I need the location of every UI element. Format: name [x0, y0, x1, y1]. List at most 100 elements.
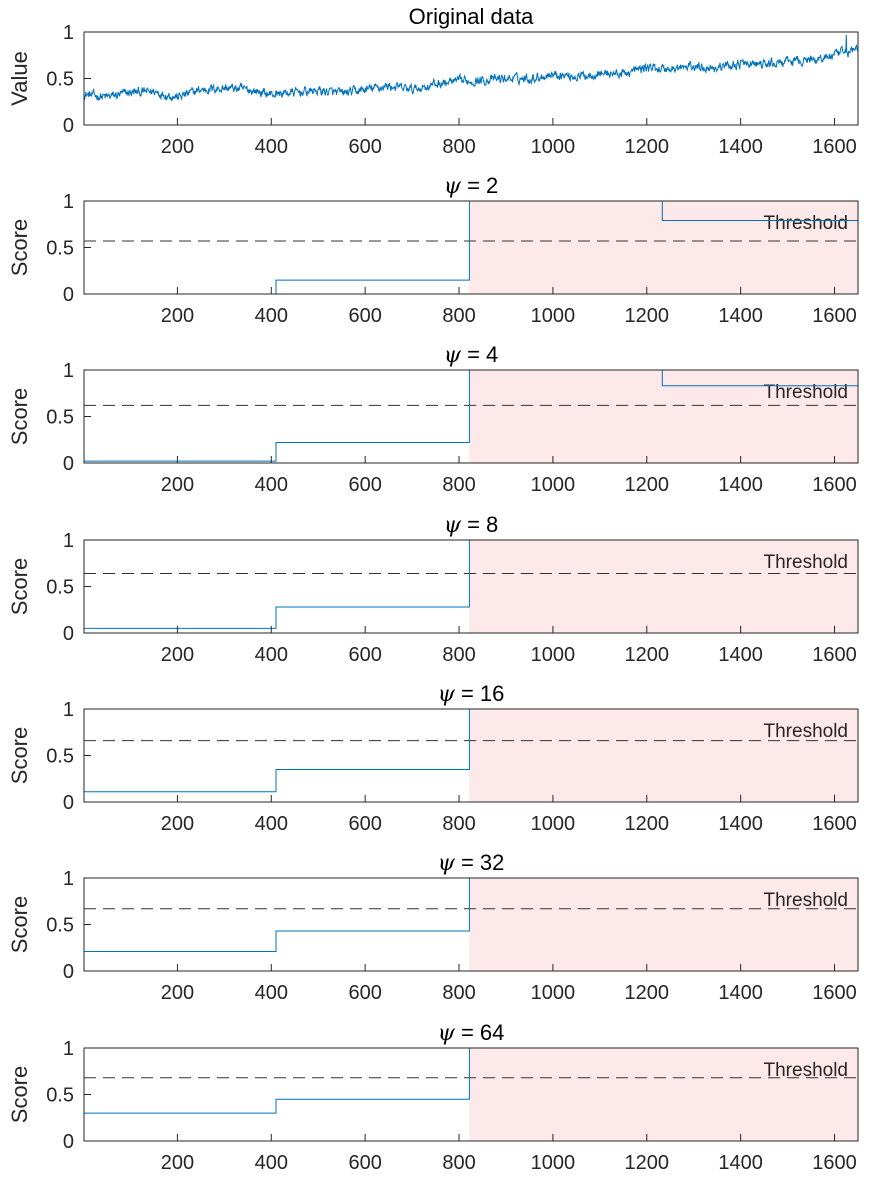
score-step-line [84, 200, 858, 295]
x-tick-label: 200 [161, 813, 194, 835]
x-tick-label: 800 [442, 813, 475, 835]
x-tick-label: 800 [442, 305, 475, 327]
y-axis-label: Score [7, 388, 32, 445]
x-tick-label: 600 [348, 474, 381, 496]
y-tick-label: 1 [63, 530, 74, 552]
threshold-label: Threshold [764, 721, 849, 742]
psi-symbol: ψ [444, 513, 462, 538]
y-tick-label: 0 [63, 115, 74, 137]
score-step-line [84, 369, 858, 462]
x-tick-label: 1400 [718, 474, 763, 496]
x-tick-label: 600 [348, 136, 381, 158]
x-tick-label: 200 [161, 982, 194, 1004]
y-tick-label: 1 [63, 22, 74, 44]
x-tick-label: 400 [255, 982, 288, 1004]
y-tick-label: 0.5 [46, 407, 74, 429]
threshold-label: Threshold [764, 213, 849, 234]
y-tick-label: 0 [63, 284, 74, 306]
psi-value: = 8 [461, 512, 498, 537]
y-axis-label: Score [7, 896, 32, 953]
x-tick-label: 600 [348, 305, 381, 327]
x-tick-label: 1200 [625, 474, 670, 496]
y-tick-label: 1 [63, 699, 74, 721]
x-tick-label: 1000 [531, 136, 576, 158]
y-tick-label: 0.5 [46, 1085, 74, 1107]
y-tick-label: 1 [63, 191, 74, 213]
x-tick-label: 400 [255, 305, 288, 327]
x-tick-label: 400 [255, 136, 288, 158]
y-tick-label: 1 [63, 1038, 74, 1060]
x-tick-label: 1200 [625, 136, 670, 158]
x-tick-label: 400 [255, 813, 288, 835]
y-tick-label: 0 [63, 1131, 74, 1153]
x-tick-label: 600 [348, 644, 381, 666]
x-tick-label: 1000 [531, 474, 576, 496]
x-tick-label: 1600 [812, 813, 857, 835]
y-axis-label: Score [7, 558, 32, 615]
anomaly-region [469, 709, 858, 802]
x-tick-label: 800 [442, 1152, 475, 1174]
x-tick-label: 200 [161, 136, 194, 158]
y-tick-label: 0 [63, 453, 74, 475]
psi-symbol: ψ [438, 1021, 456, 1046]
subplot-title: ψ = 8 [444, 512, 499, 538]
y-tick-label: 0.5 [46, 69, 74, 91]
x-tick-label: 1600 [812, 305, 857, 327]
subplot-1: 200 400 600 800 1000 1200 1400 1600 0 0.5 1 Value Or… [7, 4, 859, 158]
x-tick-label: 200 [161, 474, 194, 496]
psi-symbol: ψ [438, 682, 456, 707]
y-tick-label: 0 [63, 792, 74, 814]
psi-value: = 16 [455, 681, 505, 706]
x-tick-label: 1000 [531, 305, 576, 327]
axes-box [83, 31, 859, 126]
x-tick-label: 1400 [718, 982, 763, 1004]
subplot-title: ψ = 64 [438, 1020, 505, 1046]
x-tick-label: 1400 [718, 813, 763, 835]
x-tick-label: 800 [442, 136, 475, 158]
anomaly-region [469, 1048, 858, 1141]
y-axis-label: Score [7, 1066, 32, 1123]
value-line [83, 34, 859, 102]
x-tick-label: 600 [348, 982, 381, 1004]
psi-symbol: ψ [438, 851, 456, 876]
x-tick-label: 400 [255, 1152, 288, 1174]
x-tick-label: 400 [255, 474, 288, 496]
anomaly-region [469, 201, 858, 294]
x-tick-label: 1400 [718, 136, 763, 158]
subplot-title: ψ = 2 [444, 173, 499, 199]
y-tick-label: 1 [63, 360, 74, 382]
x-tick-label: 1200 [625, 644, 670, 666]
anomaly-region [469, 540, 858, 633]
x-tick-label: 600 [348, 813, 381, 835]
subplot-3: Threshold 200 400 600 800 1000 1200 1400 1600 0 0.… [7, 342, 859, 496]
x-tick-label: 1600 [812, 136, 857, 158]
x-tick-label: 1600 [812, 644, 857, 666]
x-tick-label: 200 [161, 1152, 194, 1174]
anomaly-region [469, 878, 858, 971]
x-tick-label: 1000 [531, 1152, 576, 1174]
threshold-label: Threshold [764, 1060, 849, 1081]
psi-value: = 4 [461, 342, 498, 367]
y-tick-label: 0 [63, 623, 74, 645]
x-tick-label: 800 [442, 474, 475, 496]
x-tick-label: 800 [442, 644, 475, 666]
y-axis-label: Score [7, 727, 32, 784]
x-tick-label: 200 [161, 305, 194, 327]
psi-value: = 64 [455, 1020, 505, 1045]
psi-value: = 2 [461, 173, 498, 198]
y-tick-label: 0 [63, 961, 74, 983]
x-tick-label: 1600 [812, 982, 857, 1004]
subplot-6: Threshold 200 400 600 800 1000 1200 1400 1600 0 0.… [7, 850, 859, 1004]
subplot-5: Threshold 200 400 600 800 1000 1200 1400 1600 0 0.… [7, 681, 859, 835]
x-tick-label: 200 [161, 644, 194, 666]
y-axis-label: Score [7, 219, 32, 276]
threshold-label: Threshold [764, 552, 849, 573]
x-tick-label: 1000 [531, 813, 576, 835]
psi-symbol: ψ [444, 174, 462, 199]
x-tick-label: 1200 [625, 305, 670, 327]
x-tick-label: 1600 [812, 474, 857, 496]
y-tick-label: 0.5 [46, 915, 74, 937]
x-tick-label: 1000 [531, 982, 576, 1004]
x-tick-label: 1400 [718, 305, 763, 327]
